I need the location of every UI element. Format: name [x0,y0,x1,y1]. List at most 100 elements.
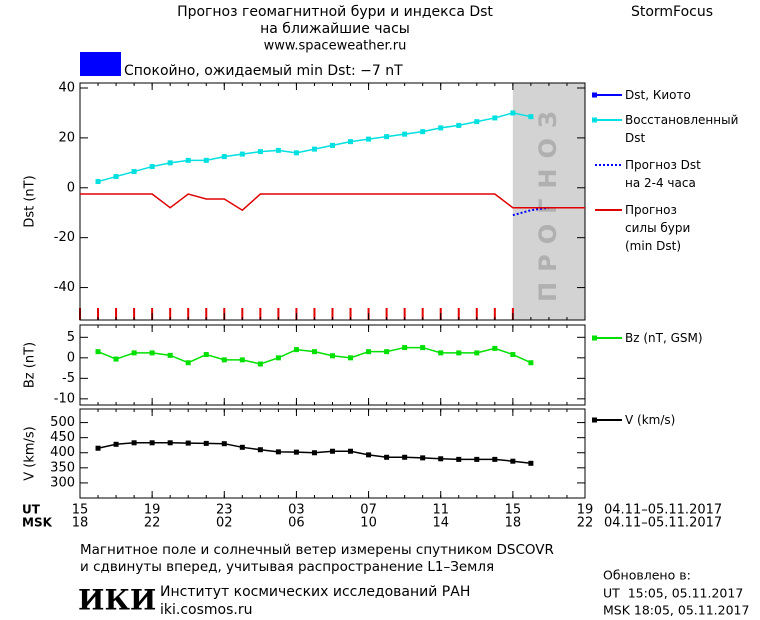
data-point [185,440,191,446]
data-point [293,347,299,353]
y-tick-label: 300 [50,475,75,490]
y-tick-label: -20 [54,230,75,245]
data-point [456,122,462,128]
data-point [528,460,534,466]
data-point [95,349,101,355]
data-point [185,360,191,366]
data-point [203,440,209,446]
data-point [185,157,191,163]
data-point [113,174,119,180]
data-point [402,345,408,351]
legend-label: V (km/s) [625,413,676,427]
data-point [221,441,227,447]
plot-frame [79,324,586,406]
hour-marker [133,308,136,320]
y-tick-label: -10 [54,391,75,406]
data-point [348,139,354,145]
x-row-label: UT [22,503,41,517]
hour-marker [403,308,406,320]
hour-marker [169,308,172,320]
data-point [311,349,317,355]
data-point [113,356,119,362]
y-tick-label: 5 [67,330,75,345]
status-box [80,52,121,76]
y-tick-label: 20 [58,130,75,145]
legend-marker [592,92,597,98]
data-point [456,456,462,462]
data-point [366,452,372,458]
data-point [311,450,317,456]
data-point [167,352,173,358]
y-tick-label: -5 [62,371,75,386]
hour-marker [421,308,424,320]
x-tick-label: 15 [72,503,89,518]
hour-marker [385,308,388,320]
hour-marker [115,308,118,320]
x-tick-label: 07 [360,503,377,518]
data-point [131,350,137,356]
hour-marker [457,308,460,320]
x-tick-label: 06 [288,516,305,531]
data-point [239,151,245,157]
data-point [366,349,372,355]
hour-marker [187,308,190,320]
data-point [528,114,534,120]
plot-frame [79,82,586,321]
x-row-label: MSK [22,516,53,530]
data-point [131,440,137,446]
data-point [492,115,498,121]
data-point [384,134,390,140]
brand: StormFocus [631,4,713,20]
data-point [438,350,444,356]
status-text: Спокойно, ожидаемый min Dst: −7 nT [124,63,403,79]
hour-marker [493,308,496,320]
data-point [402,454,408,460]
data-point [492,345,498,351]
x-tick-label: 03 [288,503,305,518]
x-tick-label: 19 [577,503,594,518]
date-range: 04.11–05.11.2017 [604,503,722,518]
hour-marker [241,308,244,320]
data-point [384,349,390,355]
hour-marker [205,308,208,320]
data-point [474,350,480,356]
x-tick-label: 10 [360,516,377,531]
y-tick-label: 0 [67,350,75,365]
data-point [474,456,480,462]
y-tick-label: 400 [50,445,75,460]
updated-msk: MSK 18:05, 05.11.2017 [603,603,749,618]
y-tick-label: 40 [58,80,75,95]
footer-note: Магнитное поле и солнечный ветер измерен… [80,542,554,558]
y-tick-label: -40 [54,280,75,295]
y-axis-label: Dst (nT) [23,175,38,227]
data-point [330,353,335,359]
legend-label: Прогноз Dst на 2-4 часа [625,158,701,190]
data-point [239,357,245,363]
hour-marker [331,308,334,320]
updated-title: Обновлено в: [603,568,691,583]
data-point [131,169,137,175]
data-point [402,131,408,137]
data-point [492,456,498,462]
data-point [167,160,173,166]
data-point [95,179,101,185]
data-point [95,445,101,451]
data-point [221,154,227,160]
legend-marker [592,417,597,423]
legend-marker [592,335,597,341]
data-point [203,157,209,163]
legend-label: Восстановленный Dst [625,113,739,145]
data-point [330,142,335,148]
forecast-region [512,83,585,320]
data-point [510,458,516,464]
hour-marker [349,308,352,320]
updated-ut: UT 15:05, 05.11.2017 [603,586,743,601]
forecast-label: ПРОГНОЗ [534,101,562,302]
data-point [348,448,354,454]
data-point [167,440,173,446]
data-point [257,447,263,453]
data-point [149,164,155,170]
legend-label: Прогноз силы бури (min Dst) [625,203,691,253]
x-tick-label: 15 [505,503,522,518]
